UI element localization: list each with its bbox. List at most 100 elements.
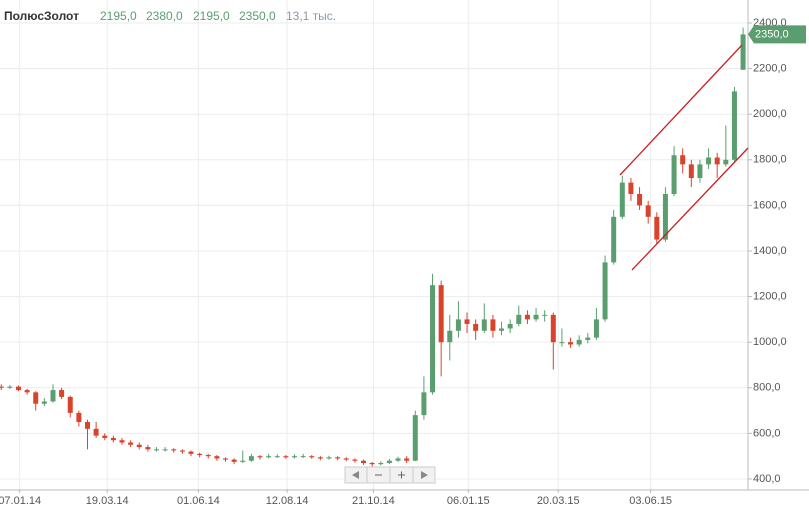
candle-body [706,157,712,165]
candle-body [533,314,539,320]
candle-body [611,216,617,263]
y-tick-label: 400,0 [753,473,781,485]
nav-right-button[interactable] [412,466,436,484]
candle-body [507,323,513,329]
candle-body [593,319,599,338]
candle-body [24,390,30,393]
y-tick-label: 1600,0 [753,199,787,211]
candle-body [447,330,453,343]
candle-body [524,314,530,320]
candle-body [343,458,349,460]
candle-body [309,456,315,458]
last-price-tag [748,25,806,44]
trend-line [631,147,749,271]
candle-body [395,458,401,461]
candle-body [7,386,13,388]
candle-body [257,456,263,458]
candle-body [335,457,341,459]
candle-body [0,386,4,388]
candle-body [576,339,582,345]
candle-body [162,449,168,451]
x-tick-label: 12.08.14 [266,495,309,507]
low-value: 2195,0 [193,9,230,23]
candle-body [628,182,634,194]
high-value: 2380,0 [146,9,183,23]
candle-body [361,460,367,464]
candle-body [430,285,436,393]
candle-body [671,155,677,194]
candle-body [645,205,651,217]
candle-body [481,319,487,331]
y-tick-label: 600,0 [753,427,781,439]
candle-body [421,392,427,416]
y-tick-label: 2000,0 [753,108,787,120]
candle-body [697,164,703,179]
candle-body [490,319,496,331]
candle-body [723,159,729,165]
x-tick-label: 06.01.15 [447,495,490,507]
candle-body [84,421,90,429]
candle-body [154,449,160,451]
candle-body [654,216,660,240]
candle-body [386,460,392,464]
candle-body [317,457,323,459]
candle-body [266,456,272,458]
trend-line [619,44,743,176]
candle-body [585,337,591,340]
candle-body [292,456,298,458]
candle-body [179,450,185,452]
candle-body [76,412,82,422]
candle-body [499,328,505,331]
candle-body [188,451,194,454]
close-value: 2350,0 [239,9,276,23]
candle-body [136,444,142,448]
nav-zoom-in[interactable] [389,466,414,484]
candle-body [15,386,21,391]
nav-left-icon [352,471,359,479]
candle-body [171,449,177,451]
candle-body [274,456,280,458]
candle-body [369,463,375,465]
candle-body [33,392,39,404]
candle-body [248,456,254,461]
candle-body [326,457,332,459]
x-tick-label: 03.06.15 [629,495,672,507]
y-tick-label: 800,0 [753,382,781,394]
navigation [344,466,436,484]
nav-right[interactable] [412,466,436,484]
y-tick-label: 1400,0 [753,245,787,257]
volume-value: 13,1 тыс. [286,9,336,23]
candle-body [59,390,65,397]
candle-body [714,157,720,165]
plot [0,27,746,467]
candle-body [50,390,56,402]
candle-body [352,459,358,461]
candle-body [438,285,444,343]
y-tick-label: 2200,0 [753,63,787,75]
candle-body [473,323,479,331]
nav-left[interactable] [344,466,368,484]
candle-body [680,155,686,165]
candle-body [404,458,410,461]
candle-body [119,440,125,443]
candle-body [240,460,246,462]
open-value: 2195,0 [100,9,137,23]
candle-body [300,456,306,458]
x-tick-label: 19.03.14 [86,495,129,507]
y-tick-label: 1800,0 [753,154,787,166]
candle-body [637,193,643,206]
x-tick-label: 07.01.14 [0,495,41,507]
candle-body [412,415,418,461]
candle-body [197,453,203,456]
nav-zoom-out[interactable] [366,466,391,484]
candle-body [731,91,737,160]
candle-body [93,428,99,436]
x-tick-label: 01.06.14 [177,495,220,507]
candle-body [619,182,625,217]
candle-body [41,401,47,404]
candle-body [231,459,237,462]
candle-body [145,447,151,450]
candle-body [102,435,108,438]
candle-body [110,437,116,441]
